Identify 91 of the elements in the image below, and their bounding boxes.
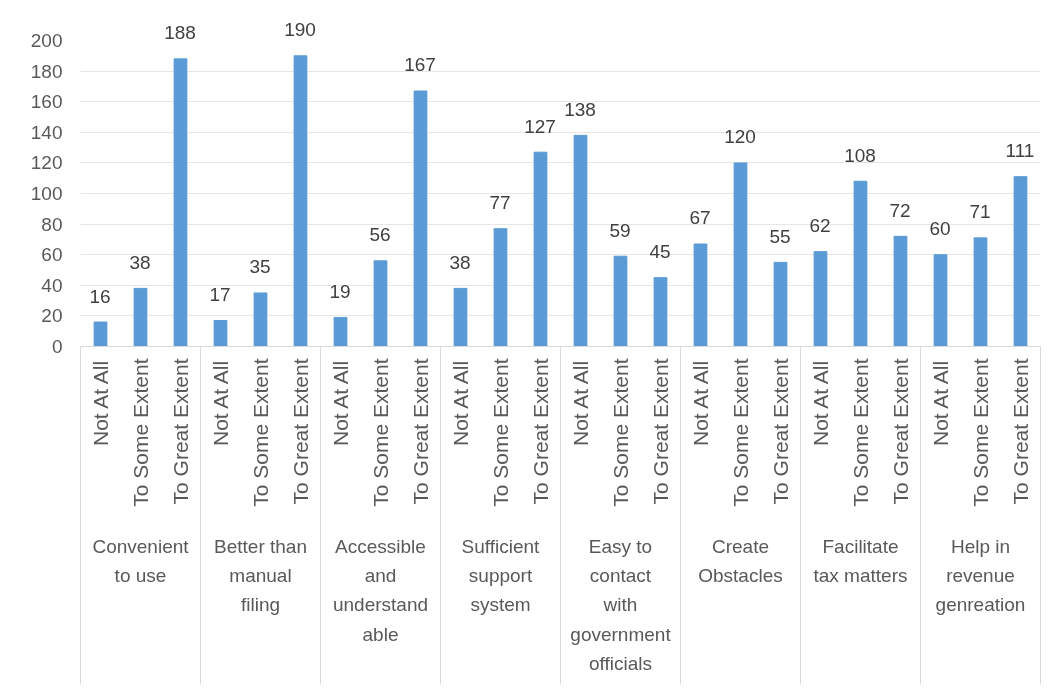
y-tick-label: 80 [41,213,63,235]
data-label: 45 [649,241,671,264]
x-tick-label: To Some Extent [129,358,152,507]
data-label: 38 [129,251,151,274]
bar [213,319,228,347]
x-tick-label: To Great Extent [289,358,312,505]
data-label: 59 [609,219,631,242]
data-label: 188 [164,22,196,45]
data-label: 19 [329,280,351,303]
x-tick-label: Not At All [689,360,712,447]
bar [413,90,428,347]
x-tick-label: To Great Extent [769,358,792,505]
bar [853,180,868,347]
bar [293,55,308,347]
x-tick-label: Not At All [449,360,472,447]
x-tick-label: To Great Extent [169,358,192,505]
y-tick-label: 40 [41,274,63,296]
bar [733,162,748,347]
y-tick-label: 20 [41,305,63,327]
bar [933,254,948,347]
text: Help in revenue genreation [935,535,1026,616]
bar [573,134,588,347]
data-label: 38 [449,251,471,274]
data-label: 56 [369,224,391,247]
text: Accessible and understandable [332,535,429,645]
x-tick-label: To Some Extent [489,358,512,507]
x-tick-label: Not At All [329,360,352,447]
y-tick-label: 160 [30,91,63,113]
y-tick-label: 100 [30,183,63,204]
x-tick-label: Not At All [569,360,592,447]
y-tick-label: 0 [51,336,63,357]
data-label: 55 [769,225,791,248]
text: Convenient to use [92,535,190,586]
data-label: 190 [284,19,316,42]
data-label: 67 [689,207,711,230]
data-label: 35 [249,256,271,279]
data-label: 111 [1005,140,1035,163]
bar [893,235,908,347]
x-tick-label: To Some Extent [849,358,872,507]
text: Better than manual filing [214,535,307,616]
text: Easy to contact with government officials [570,535,672,675]
bar [693,243,708,347]
bar [533,151,548,347]
bar [93,321,108,347]
bar [613,255,628,347]
bar [133,287,148,347]
x-tick-label: To Some Extent [729,358,752,507]
x-tick-label: To Great Extent [409,358,432,505]
bar [173,58,188,347]
data-label: 120 [724,126,756,149]
data-label: 108 [844,144,876,167]
bar [453,287,468,347]
x-tick-label: Not At All [809,360,832,447]
data-label: 77 [489,192,511,215]
data-label: 138 [564,98,596,121]
y-tick-label: 120 [30,152,63,174]
data-label: 17 [209,283,231,306]
data-label: 62 [809,215,831,238]
text: Facilitate tax matters [813,535,908,586]
x-tick-label: To Great Extent [649,358,672,505]
data-label: 60 [929,218,951,241]
x-tick-label: To Some Extent [369,358,392,507]
bar [373,260,388,347]
text: Sufficient support system [461,535,541,616]
data-label: 72 [889,199,911,222]
y-tick-label: 140 [30,121,63,143]
x-tick-label: To Great Extent [889,358,912,505]
bar [773,261,788,347]
bar [333,316,348,347]
text: Create Obstacles [698,535,783,586]
x-tick-label: Not At All [929,360,952,447]
y-tick-label: 180 [30,60,63,82]
x-tick-label: To Some Extent [249,358,272,507]
y-tick-label: 200 [30,30,63,51]
bar [493,228,508,347]
x-tick-label: Not At All [209,360,232,447]
x-tick-label: To Great Extent [529,358,552,505]
bar [653,277,668,347]
x-tick-label: To Some Extent [609,358,632,507]
x-tick-label: To Great Extent [1009,358,1032,505]
y-tick-label: 60 [41,244,63,266]
x-tick-label: To Some Extent [969,358,992,507]
bar [813,251,828,347]
data-label: 167 [404,54,436,77]
x-tick-label: Not At All [89,360,112,447]
bar [253,292,268,347]
bar [973,237,988,347]
data-label: 16 [89,285,111,308]
data-label: 71 [969,201,991,224]
bar [1013,176,1028,347]
data-label: 127 [524,115,556,138]
